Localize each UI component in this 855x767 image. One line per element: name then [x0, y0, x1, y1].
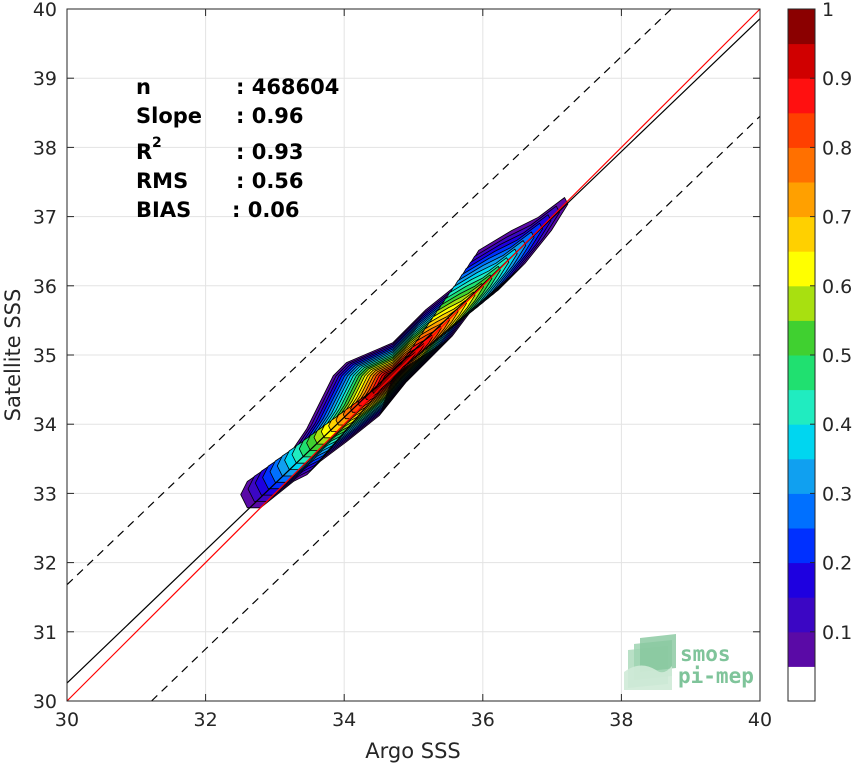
- y-tick-label: 38: [33, 137, 57, 159]
- colorbar-segment: [788, 78, 815, 114]
- y-tick-label: 39: [33, 68, 57, 90]
- x-axis-title: Argo SSS: [365, 739, 460, 763]
- y-tick-label: 34: [33, 414, 57, 436]
- x-tick-label: 38: [609, 709, 633, 731]
- stat-n-label: n: [136, 75, 151, 99]
- x-tick-label: 36: [471, 709, 495, 731]
- y-tick-label: 40: [33, 0, 57, 21]
- colorbar-segment: [788, 493, 815, 529]
- y-tick-label: 33: [33, 483, 57, 505]
- logo-stack-icon: [624, 634, 676, 690]
- stat-rms-value: : 0.56: [236, 169, 304, 193]
- x-tick-label: 32: [194, 709, 218, 731]
- stat-n-value: : 468604: [236, 75, 339, 99]
- density-contour-level: [372, 351, 417, 394]
- colorbar-segment: [788, 631, 815, 667]
- y-tick-label: 36: [33, 276, 57, 298]
- colorbar-tick-label: 1: [822, 0, 834, 21]
- colorbar-segment: [788, 597, 815, 633]
- stat-slope-label: Slope: [136, 104, 202, 128]
- colorbar-segment: [788, 285, 815, 321]
- y-tick-label: 35: [33, 345, 57, 367]
- colorbar-segment: [788, 9, 815, 45]
- density-contours: [240, 197, 569, 509]
- stat-r2-value: : 0.93: [236, 140, 304, 164]
- colorbar-segment: [788, 389, 815, 425]
- x-tick-label: 30: [55, 709, 79, 731]
- y-axis-title: Satellite SSS: [1, 289, 25, 422]
- colorbar-ticks: 0.1 0.2 0.3 0.4 0.5 0.6 0.7 0.8 0.9 1: [810, 0, 852, 644]
- colorbar: [788, 9, 815, 702]
- colorbar-segment: [788, 147, 815, 183]
- colorbar-segment: [788, 112, 815, 148]
- colorbar-segment: [788, 251, 815, 287]
- identity-line: [66, 8, 761, 702]
- stat-r2-label: R: [136, 140, 152, 164]
- x-tick-label: 40: [748, 709, 772, 731]
- reference-lines: [66, 8, 761, 702]
- colorbar-segment: [788, 528, 815, 564]
- stat-rms-label: RMS: [136, 169, 188, 193]
- regression-line: [66, 18, 761, 684]
- colorbar-tick-label: 0.6: [822, 276, 852, 298]
- logo-line1: smos: [680, 642, 731, 666]
- colorbar-tick-label: 0.2: [822, 553, 852, 575]
- colorbar-segment: [788, 43, 815, 79]
- colorbar-tick-label: 0.8: [822, 137, 852, 159]
- stat-bias-value: : 0.06: [232, 198, 300, 222]
- y-tick-label: 31: [33, 622, 57, 644]
- colorbar-segment: [788, 458, 815, 494]
- colorbar-segment: [788, 320, 815, 356]
- colorbar-segment: [788, 562, 815, 598]
- stat-bias-label: BIAS: [136, 198, 191, 222]
- x-axis-ticks: 30 32 34 36 38 40: [55, 9, 772, 731]
- y-tick-label: 30: [33, 691, 57, 713]
- colorbar-tick-label: 0.5: [822, 345, 852, 367]
- colorbar-tick-label: 0.3: [822, 483, 852, 505]
- stats-box: n : 468604 Slope : 0.96 R 2 : 0.93 RMS :…: [136, 75, 339, 222]
- grid: [66, 8, 761, 702]
- smos-pi-mep-logo: smos pi-mep: [624, 634, 754, 690]
- stat-r2-sup: 2: [152, 135, 162, 151]
- colorbar-segment: [788, 182, 815, 218]
- colorbar-segment: [788, 216, 815, 252]
- colorbar-segment: [788, 666, 815, 702]
- y-tick-label: 37: [33, 207, 57, 229]
- colorbar-tick-label: 0.4: [822, 414, 852, 436]
- colorbar-tick-label: 0.7: [822, 207, 852, 229]
- stat-slope-value: : 0.96: [236, 104, 304, 128]
- y-axis-ticks: 30 31 32 33 34 35 36 37 38 39 40: [33, 0, 760, 713]
- logo-line2: pi-mep: [678, 664, 754, 688]
- lower-bound-line: [151, 115, 761, 702]
- colorbar-segment: [788, 424, 815, 460]
- colorbar-tick-label: 0.9: [822, 68, 852, 90]
- x-tick-label: 34: [332, 709, 356, 731]
- colorbar-segment: [788, 355, 815, 391]
- colorbar-tick-label: 0.1: [822, 622, 852, 644]
- y-tick-label: 32: [33, 553, 57, 575]
